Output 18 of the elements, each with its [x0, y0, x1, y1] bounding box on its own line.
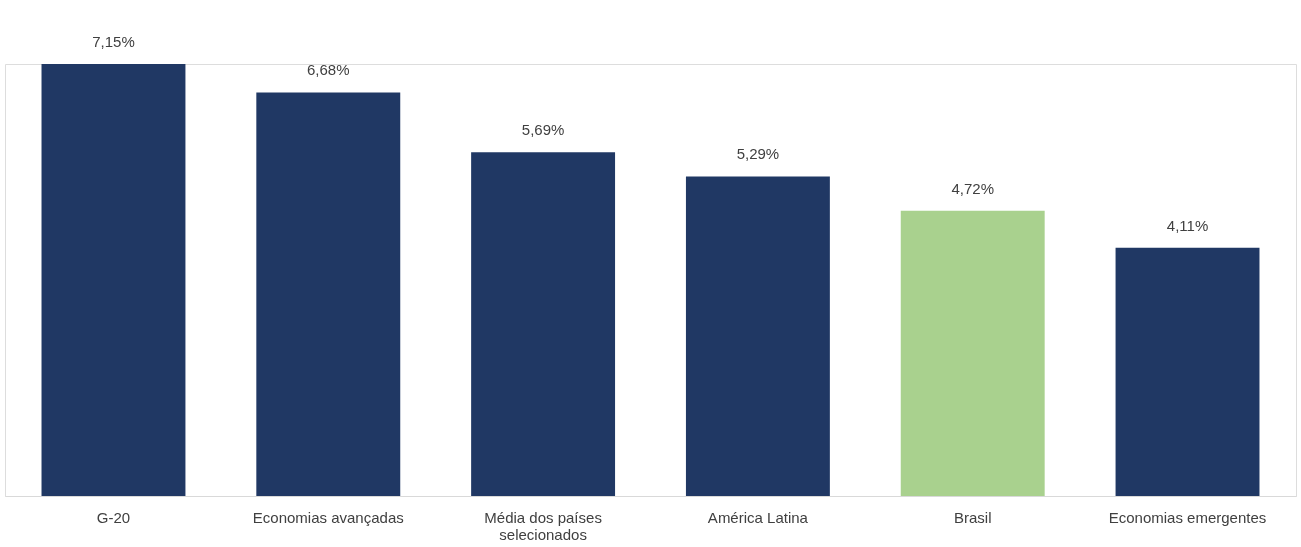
x-tick-label: Brasil [953, 508, 992, 526]
x-tick-label: América Latina [707, 508, 809, 526]
x-tick-label: Economias avançadas [252, 508, 404, 526]
data-label: 7,15% [92, 33, 135, 50]
x-tick-label: G-20 [96, 508, 131, 526]
x-tick-label: Média dos países selecionados [484, 508, 602, 543]
bar [41, 64, 186, 496]
bar [685, 176, 830, 496]
bar [256, 92, 401, 496]
bar [471, 152, 616, 496]
data-label: 5,29% [736, 145, 780, 163]
data-label: 4,72% [951, 179, 994, 197]
bar [900, 210, 1045, 496]
data-label: 6,68% [307, 61, 350, 79]
data-label: 5,69% [521, 121, 565, 139]
bar [1115, 247, 1260, 496]
x-tick-label: Economias emergentes [1108, 508, 1267, 526]
data-label: 4,11% [1166, 216, 1209, 234]
